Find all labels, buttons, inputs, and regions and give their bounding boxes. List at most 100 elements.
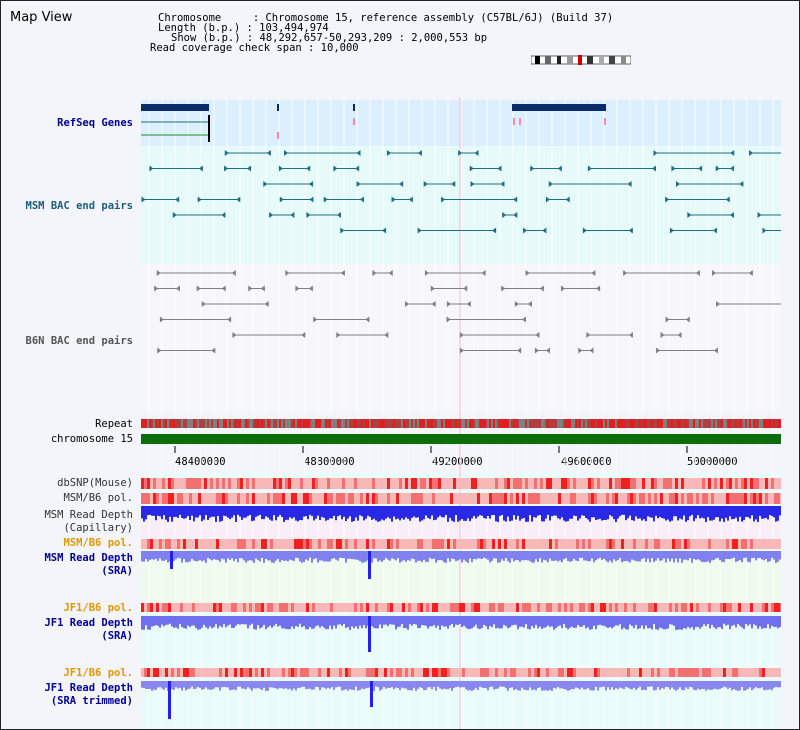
msm-depth-cap-bar — [251, 506, 253, 522]
msm-depth-cap-bar — [165, 506, 167, 520]
msm-depth-cap-bar — [489, 506, 491, 519]
msm-depth-cap-bar — [293, 506, 295, 518]
msm-depth-cap-bar — [585, 506, 587, 518]
repeat-bar — [679, 419, 681, 428]
msm-b6-pol-heat — [663, 493, 666, 504]
msm-depth-cap-bar — [157, 506, 159, 516]
jf1-b6-pol-heat — [711, 603, 714, 612]
msm-b6-pol-heat-2 — [429, 539, 432, 549]
msm-depth-cap-bar — [605, 506, 607, 520]
msm-depth-cap-bar — [215, 506, 217, 522]
msm-b6-pol-heat — [513, 493, 516, 504]
msm-depth-sra-bar — [777, 551, 779, 562]
repeat-bar — [239, 419, 241, 428]
repeat-bar — [531, 419, 533, 428]
msm-depth-sra-bar — [679, 551, 681, 559]
msm-depth-sra-bar — [431, 551, 433, 560]
msm-bac-pair-end — [340, 227, 345, 234]
msm-bac-pair-end — [290, 212, 295, 218]
jf1-b6-pol-heat — [228, 603, 231, 612]
msm-depth-sra-bar — [635, 551, 637, 562]
track-label-dbsnp[interactable]: dbSNP(Mouse) — [57, 477, 133, 489]
genome-track-canvas[interactable] — [141, 97, 781, 729]
msm-b6-pol-heat-2 — [498, 539, 501, 549]
jf1-depth-sra-bar — [563, 616, 565, 624]
track-label-repeat[interactable]: Repeat — [95, 418, 133, 430]
b6n-bac-pair-end — [711, 270, 716, 276]
msm-depth-cap-bar — [373, 506, 375, 519]
jf1-depth-sra-bar — [431, 616, 433, 627]
repeat-bar — [701, 419, 703, 428]
jf1-b6-pol-heat-2 — [771, 668, 774, 677]
jf1-b6-pol-heat-2 — [513, 668, 516, 677]
jf1-b6-pol-heat — [768, 603, 771, 612]
repeat-bar — [213, 419, 215, 428]
msm-b6-pol-heat — [378, 493, 381, 504]
track-label-msm-b6-pol-2[interactable]: MSM/B6 pol. — [63, 537, 133, 549]
jf1-b6-pol-heat — [372, 603, 375, 612]
jf1-depth-sra-bar — [485, 616, 487, 627]
dbsnp-heat — [471, 478, 474, 489]
msm-b6-pol-heat — [342, 493, 345, 504]
jf1-b6-pol-heat-2 — [693, 668, 696, 677]
b6n-bac-pair-end — [295, 285, 300, 292]
track-label-jf1-depth-trim[interactable]: JF1 Read Depth — [44, 682, 133, 694]
track-label-msm-bac[interactable]: MSM BAC end pairs — [25, 200, 133, 212]
msm-b6-pol-heat-2 — [681, 539, 684, 549]
msm-depth-sra-bar — [633, 551, 635, 561]
msm-b6-pol-heat — [696, 493, 699, 504]
jf1-depth-trim-bar — [359, 681, 361, 691]
msm-depth-cap-bar — [509, 506, 511, 522]
jf1-b6-pol-heat — [477, 603, 480, 612]
dbsnp-heat — [315, 478, 318, 489]
msm-depth-sra-bar — [397, 551, 399, 559]
msm-bac-pair-end — [627, 181, 632, 187]
msm-b6-pol-heat-2 — [480, 539, 483, 549]
msm-depth-cap-bar — [177, 506, 179, 518]
track-label-msm-depth-cap[interactable]: MSM Read Depth — [44, 509, 133, 521]
jf1-depth-sra-bar — [571, 616, 573, 627]
msm-b6-pol-heat — [438, 493, 441, 504]
msm-depth-sra-bar — [355, 551, 357, 560]
jf1-depth-trim-bar — [319, 681, 321, 691]
jf1-depth-sra-bar — [329, 616, 331, 626]
repeat-bar — [489, 419, 491, 428]
jf1-b6-pol-heat — [318, 603, 321, 612]
repeat-bar — [585, 419, 587, 428]
track-label-chromosome[interactable]: chromosome 15 — [50, 433, 133, 445]
track-label-jf1-depth-sra[interactable]: JF1 Read Depth — [44, 617, 133, 629]
track-label-msm-depth-sra[interactable]: MSM Read Depth — [44, 552, 133, 564]
msm-depth-cap-bar — [561, 506, 563, 518]
msm-b6-pol-heat — [204, 493, 207, 504]
msm-b6-pol-heat — [738, 493, 741, 504]
track-label-refseq[interactable]: RefSeq Genes — [57, 117, 133, 129]
msm-bac-pair-end — [502, 212, 507, 218]
repeat-bar — [767, 419, 769, 428]
msm-b6-pol-heat — [351, 493, 354, 504]
jf1-b6-pol-heat — [381, 603, 384, 612]
track-label-b6n-bac[interactable]: B6N BAC end pairs — [25, 335, 133, 347]
msm-b6-pol-heat-2 — [714, 539, 717, 549]
jf1-depth-trim-bar — [685, 681, 687, 688]
msm-depth-cap-bar — [483, 506, 485, 518]
track-label-msm-b6-pol-1[interactable]: MSM/B6 pol. — [63, 492, 133, 504]
repeat-bar — [271, 419, 273, 428]
jf1-depth-sra-bar — [497, 616, 499, 628]
jf1-b6-pol-heat — [474, 603, 477, 612]
repeat-bar — [481, 419, 483, 428]
track-label-jf1-b6-pol-2[interactable]: JF1/B6 pol. — [63, 667, 133, 679]
msm-depth-cap-bar — [639, 506, 641, 519]
dbsnp-heat — [252, 478, 255, 489]
track-label-jf1-b6-pol-1[interactable]: JF1/B6 pol. — [63, 602, 133, 614]
chromosome-ideogram[interactable] — [531, 55, 631, 65]
msm-depth-cap-bar — [717, 506, 719, 518]
jf1-depth-trim-bar — [771, 681, 773, 691]
msm-b6-pol-heat-2 — [168, 539, 171, 549]
jf1-b6-pol-heat — [213, 603, 216, 612]
msm-depth-sra-bar — [407, 551, 409, 561]
msm-depth-cap-bar — [161, 506, 163, 520]
dbsnp-heat — [741, 478, 744, 489]
jf1-depth-trim-bar — [535, 681, 537, 691]
msm-bac-pair-end — [283, 150, 288, 156]
dbsnp-heat — [402, 478, 405, 489]
